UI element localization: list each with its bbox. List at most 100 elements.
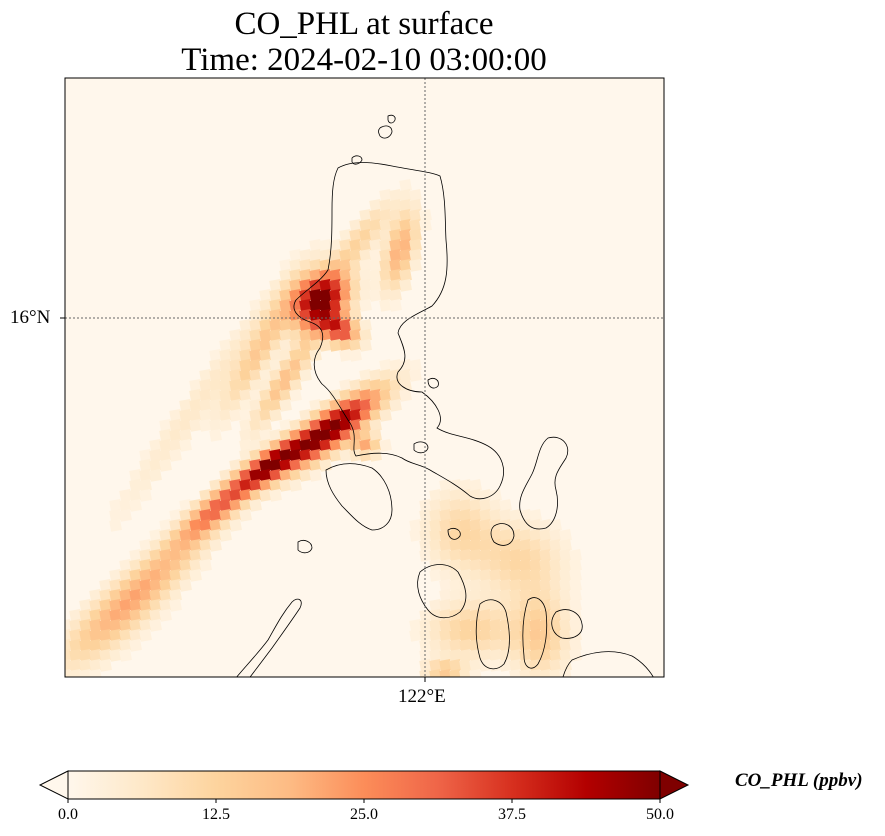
field-cell bbox=[469, 629, 482, 642]
field-cell bbox=[209, 429, 222, 442]
field-cell bbox=[479, 609, 492, 622]
field-cell bbox=[239, 479, 252, 492]
field-cell bbox=[189, 549, 202, 562]
field-cell bbox=[559, 539, 572, 552]
colorbar-label: CO_PHL (ppbv) bbox=[735, 770, 863, 791]
field-cell bbox=[549, 579, 562, 592]
field-cell bbox=[189, 389, 202, 402]
field-cell bbox=[149, 469, 162, 482]
field-cell bbox=[409, 369, 422, 382]
field-cell bbox=[239, 359, 252, 372]
field-cell bbox=[109, 609, 122, 622]
field-cell bbox=[69, 659, 82, 672]
field-cell bbox=[159, 539, 172, 552]
field-cell bbox=[89, 659, 102, 672]
field-cell bbox=[199, 399, 212, 412]
field-cell bbox=[379, 269, 392, 282]
field-cell bbox=[569, 559, 582, 572]
colorbar-tick-label: 50.0 bbox=[646, 806, 674, 823]
field-cell bbox=[529, 529, 542, 542]
field-cell bbox=[559, 619, 572, 632]
field-cell bbox=[309, 429, 322, 442]
field-cell bbox=[279, 449, 292, 462]
field-cell bbox=[519, 649, 532, 662]
field-cell bbox=[469, 519, 482, 532]
field-cell bbox=[89, 669, 102, 677]
field-cell bbox=[399, 199, 412, 212]
field-cell bbox=[109, 629, 122, 642]
field-cell bbox=[359, 209, 372, 222]
field-cell bbox=[89, 639, 102, 652]
field-cell bbox=[459, 559, 472, 572]
field-cell bbox=[149, 449, 162, 462]
field-cell bbox=[219, 489, 232, 502]
field-cell bbox=[209, 519, 222, 532]
field-cell bbox=[149, 559, 162, 572]
field-cell bbox=[219, 499, 232, 512]
field-cell bbox=[159, 529, 172, 542]
field-cell bbox=[239, 329, 252, 342]
field-cell bbox=[249, 449, 262, 462]
field-cell bbox=[279, 279, 292, 292]
field-cell bbox=[539, 529, 552, 542]
field-cell bbox=[559, 559, 572, 572]
field-cell bbox=[299, 319, 312, 332]
field-cell bbox=[379, 289, 392, 302]
field-cell bbox=[549, 629, 562, 642]
field-cell bbox=[79, 639, 92, 652]
field-cell bbox=[399, 389, 412, 402]
field-cell bbox=[249, 499, 262, 512]
field-cell bbox=[139, 449, 152, 462]
field-cell bbox=[209, 409, 222, 422]
mindanao-coastline bbox=[562, 651, 654, 677]
field-cell bbox=[159, 569, 172, 582]
field-cell bbox=[329, 269, 342, 282]
field-cell bbox=[199, 539, 212, 552]
field-cell bbox=[439, 529, 452, 542]
field-cell bbox=[509, 529, 522, 542]
colorbar-extend-max bbox=[659, 770, 690, 800]
field-cell bbox=[249, 399, 262, 412]
field-cell bbox=[99, 639, 112, 652]
field-cell bbox=[349, 259, 362, 272]
field-cell bbox=[259, 489, 272, 502]
field-cell bbox=[359, 249, 372, 262]
field-cell bbox=[349, 219, 362, 232]
field-cell bbox=[129, 619, 142, 632]
field-cell bbox=[309, 239, 322, 252]
field-cell bbox=[109, 589, 122, 602]
field-cell bbox=[409, 529, 422, 542]
lat-tick-label: 16°N bbox=[10, 307, 51, 328]
field-cell bbox=[369, 419, 382, 432]
field-cell bbox=[169, 529, 182, 542]
field-cell bbox=[479, 569, 492, 582]
field-cell bbox=[489, 639, 502, 652]
field-cell bbox=[149, 589, 162, 602]
field-cell bbox=[139, 559, 152, 572]
field-cell bbox=[339, 349, 352, 362]
field-cell bbox=[269, 289, 282, 302]
field-cell bbox=[219, 419, 232, 432]
field-cell bbox=[449, 489, 462, 502]
field-cell bbox=[129, 639, 142, 652]
field-cell bbox=[229, 349, 242, 362]
field-cell bbox=[199, 499, 212, 512]
field-cell bbox=[239, 459, 252, 472]
field-cell bbox=[79, 599, 92, 612]
field-cell bbox=[89, 609, 102, 622]
field-cell bbox=[459, 529, 472, 542]
field-cell bbox=[379, 439, 392, 452]
field-cell bbox=[249, 439, 262, 452]
field-cell bbox=[169, 539, 182, 552]
field-cell bbox=[379, 369, 392, 382]
field-cell bbox=[449, 509, 462, 522]
field-cell bbox=[269, 369, 282, 382]
field-cell bbox=[429, 659, 442, 672]
field-cell bbox=[339, 339, 352, 352]
field-cell bbox=[259, 449, 272, 462]
field-cell bbox=[259, 459, 272, 472]
field-cell bbox=[359, 319, 372, 332]
field-cell bbox=[329, 339, 342, 352]
field-cell bbox=[249, 299, 262, 312]
field-cell bbox=[319, 429, 332, 442]
